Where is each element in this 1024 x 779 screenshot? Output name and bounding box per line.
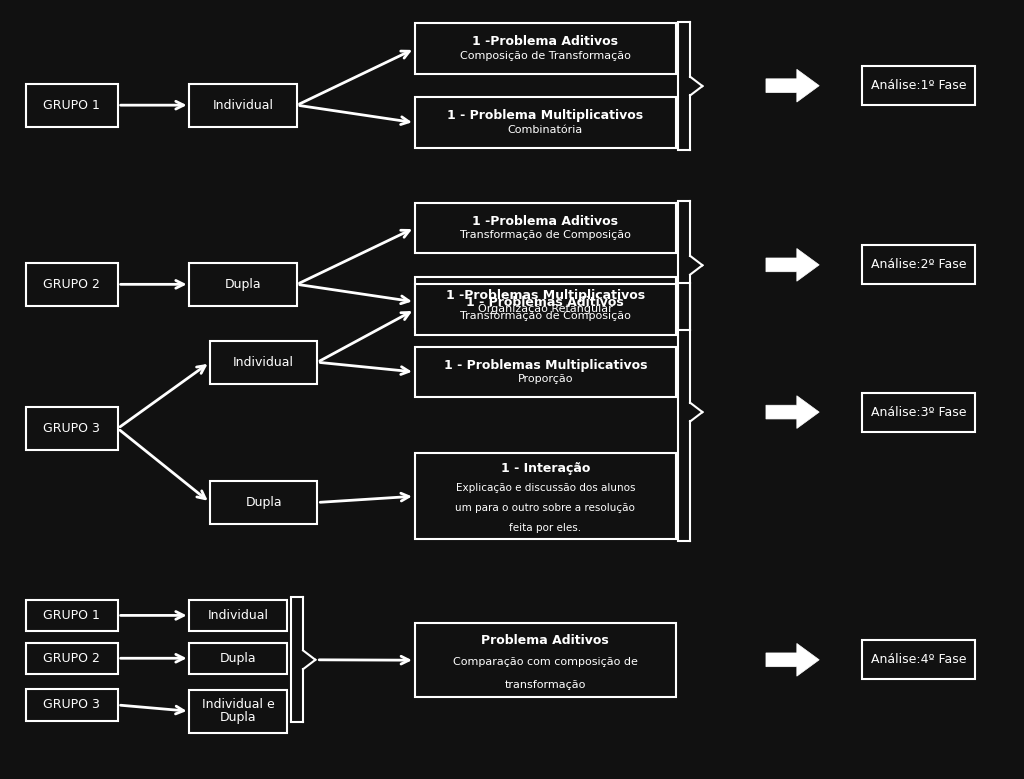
FancyBboxPatch shape bbox=[26, 689, 118, 721]
FancyBboxPatch shape bbox=[26, 600, 118, 631]
Text: Explicação e discussão dos alunos: Explicação e discussão dos alunos bbox=[456, 483, 635, 493]
Text: GRUPO 3: GRUPO 3 bbox=[43, 422, 100, 435]
Text: 1 - Problemas Multiplicativos: 1 - Problemas Multiplicativos bbox=[443, 358, 647, 372]
FancyBboxPatch shape bbox=[415, 97, 676, 148]
Text: feita por eles.: feita por eles. bbox=[509, 523, 582, 533]
Polygon shape bbox=[766, 69, 819, 102]
FancyBboxPatch shape bbox=[189, 84, 297, 126]
FancyBboxPatch shape bbox=[210, 481, 317, 524]
Text: Proporção: Proporção bbox=[517, 374, 573, 384]
Text: Individual: Individual bbox=[208, 609, 268, 622]
Text: Dupla: Dupla bbox=[225, 278, 261, 291]
FancyBboxPatch shape bbox=[189, 600, 287, 631]
FancyBboxPatch shape bbox=[415, 284, 676, 335]
Polygon shape bbox=[766, 249, 819, 281]
FancyBboxPatch shape bbox=[189, 263, 297, 306]
Text: GRUPO 1: GRUPO 1 bbox=[43, 99, 100, 111]
FancyBboxPatch shape bbox=[862, 245, 975, 284]
Polygon shape bbox=[766, 396, 819, 428]
Text: Composição de Transformação: Composição de Transformação bbox=[460, 51, 631, 61]
Text: 1 -Problema Aditivos: 1 -Problema Aditivos bbox=[472, 214, 618, 227]
Text: Combinatória: Combinatória bbox=[508, 125, 583, 135]
FancyBboxPatch shape bbox=[26, 84, 118, 126]
Text: Dupla: Dupla bbox=[246, 496, 282, 509]
FancyBboxPatch shape bbox=[415, 453, 676, 539]
Text: Problema Aditivos: Problema Aditivos bbox=[481, 633, 609, 647]
Text: Individual: Individual bbox=[233, 356, 294, 368]
Text: Transformação de Composição: Transformação de Composição bbox=[460, 230, 631, 240]
FancyBboxPatch shape bbox=[415, 347, 676, 397]
Text: 1 - Interação: 1 - Interação bbox=[501, 462, 590, 475]
Text: Comparação com composição de: Comparação com composição de bbox=[453, 657, 638, 668]
FancyBboxPatch shape bbox=[415, 623, 676, 697]
Text: Organização Retangular: Organização Retangular bbox=[478, 304, 612, 314]
FancyBboxPatch shape bbox=[415, 277, 676, 327]
Text: Individual: Individual bbox=[213, 99, 273, 111]
FancyBboxPatch shape bbox=[415, 23, 676, 74]
Text: 1 -Problemas Multiplicativos: 1 -Problemas Multiplicativos bbox=[445, 288, 645, 301]
Text: transformação: transformação bbox=[505, 680, 586, 690]
Polygon shape bbox=[766, 643, 819, 676]
Text: Análise:3º Fase: Análise:3º Fase bbox=[870, 406, 967, 418]
Text: Análise:2º Fase: Análise:2º Fase bbox=[870, 259, 967, 271]
FancyBboxPatch shape bbox=[26, 407, 118, 450]
Text: Individual e: Individual e bbox=[202, 698, 274, 711]
FancyBboxPatch shape bbox=[189, 643, 287, 674]
Text: 1 - Problema Multiplicativos: 1 - Problema Multiplicativos bbox=[447, 109, 643, 122]
FancyBboxPatch shape bbox=[862, 393, 975, 432]
FancyBboxPatch shape bbox=[210, 340, 317, 384]
Text: GRUPO 3: GRUPO 3 bbox=[43, 699, 100, 711]
FancyBboxPatch shape bbox=[26, 643, 118, 674]
Text: 1 -Problema Aditivos: 1 -Problema Aditivos bbox=[472, 35, 618, 48]
Text: Dupla: Dupla bbox=[220, 652, 256, 664]
Text: Análise:1º Fase: Análise:1º Fase bbox=[870, 79, 967, 92]
Text: GRUPO 2: GRUPO 2 bbox=[43, 652, 100, 664]
FancyBboxPatch shape bbox=[26, 263, 118, 306]
Text: 1 - Problemas Aditivos: 1 - Problemas Aditivos bbox=[466, 296, 625, 309]
FancyBboxPatch shape bbox=[415, 203, 676, 253]
Text: um para o outro sobre a resolução: um para o outro sobre a resolução bbox=[456, 503, 635, 513]
Text: Dupla: Dupla bbox=[220, 711, 256, 724]
Text: Transformação de Composição: Transformação de Composição bbox=[460, 312, 631, 322]
Text: Análise:4º Fase: Análise:4º Fase bbox=[870, 654, 967, 666]
Text: GRUPO 1: GRUPO 1 bbox=[43, 609, 100, 622]
FancyBboxPatch shape bbox=[189, 690, 287, 732]
FancyBboxPatch shape bbox=[862, 640, 975, 679]
Text: GRUPO 2: GRUPO 2 bbox=[43, 278, 100, 291]
FancyBboxPatch shape bbox=[862, 66, 975, 105]
